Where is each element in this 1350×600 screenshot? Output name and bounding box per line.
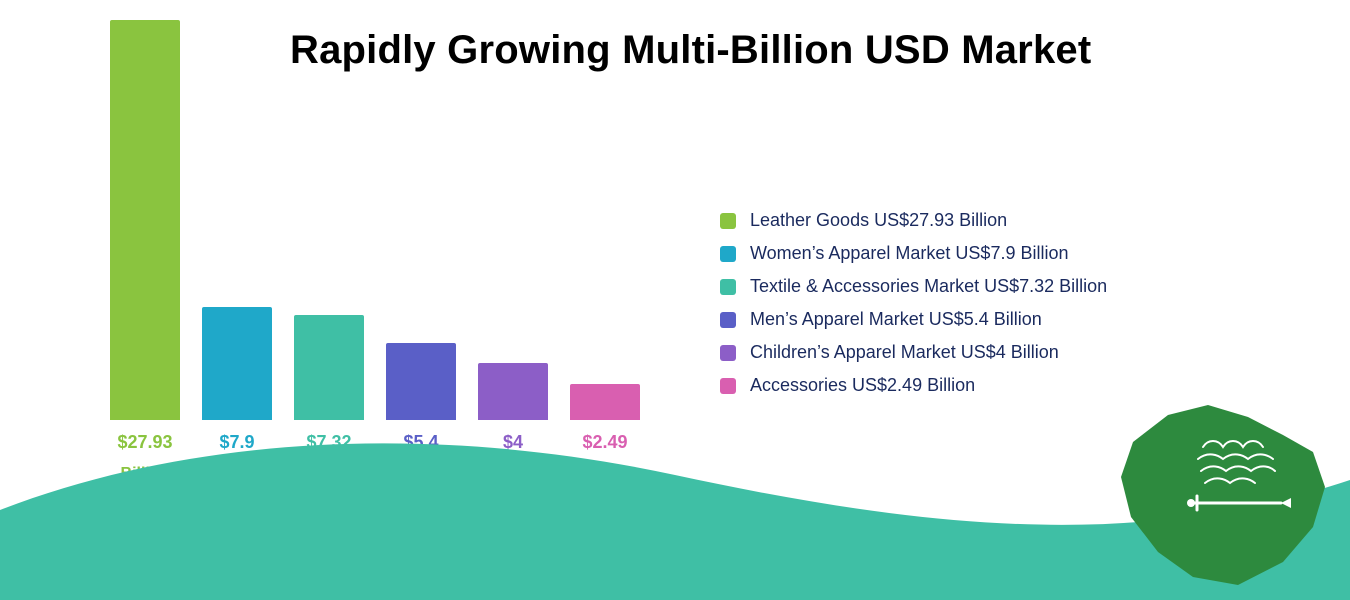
bar-rect — [478, 363, 548, 420]
bar — [570, 384, 640, 420]
bar-value: $4 — [478, 432, 548, 453]
bar-chart-labels: $27.93Billion$7.9Billion$7.32Billion$5.4… — [110, 420, 670, 483]
legend-label: Children’s Apparel Market US$4 Billion — [750, 342, 1059, 363]
bar — [386, 343, 456, 420]
legend-item: Accessories US$2.49 Billion — [720, 375, 1280, 396]
saudi-arabia-map-icon — [1113, 397, 1328, 592]
legend-label: Women’s Apparel Market US$7.9 Billion — [750, 243, 1069, 264]
bar-label: $5.4 Billion — [386, 420, 456, 483]
bar — [294, 315, 364, 420]
bar-value: $7.9 — [202, 432, 272, 453]
bar-unit: Billion — [386, 465, 456, 483]
bar-unit: Billion — [570, 465, 640, 483]
bar-unit: Billion — [478, 465, 548, 483]
legend-label: Accessories US$2.49 Billion — [750, 375, 975, 396]
bar-value: $2.49 — [570, 432, 640, 453]
infographic-canvas: Rapidly Growing Multi-Billion USD Market… — [0, 0, 1350, 600]
bar-label: $4 Billion — [478, 420, 548, 483]
legend-swatch — [720, 345, 736, 361]
bar-value: $5.4 — [386, 432, 456, 453]
chart-legend: Leather Goods US$27.93 Billion Women’s Ap… — [720, 210, 1280, 408]
bar-rect — [202, 307, 272, 420]
legend-label: Textile & Accessories Market US$7.32 Bil… — [750, 276, 1107, 297]
bar — [202, 307, 272, 420]
legend-item: Men’s Apparel Market US$5.4 Billion — [720, 309, 1280, 330]
legend-item: Women’s Apparel Market US$7.9 Billion — [720, 243, 1280, 264]
bar-rect — [386, 343, 456, 420]
legend-swatch — [720, 279, 736, 295]
legend-swatch — [720, 213, 736, 229]
bar-label: $7.9 Billion — [202, 420, 272, 483]
bar-value: $7.32 — [294, 432, 364, 453]
legend-item: Leather Goods US$27.93 Billion — [720, 210, 1280, 231]
bar — [478, 363, 548, 420]
bar-unit: Billion — [110, 465, 180, 483]
bar-rect — [570, 384, 640, 420]
bar-unit: Billion — [294, 465, 364, 483]
bar-rect — [110, 20, 180, 420]
bar-rect — [294, 315, 364, 420]
legend-swatch — [720, 378, 736, 394]
legend-swatch — [720, 312, 736, 328]
bar-chart — [110, 20, 670, 420]
legend-label: Men’s Apparel Market US$5.4 Billion — [750, 309, 1042, 330]
bar-label: $7.32 Billion — [294, 420, 364, 483]
legend-label: Leather Goods US$27.93 Billion — [750, 210, 1007, 231]
bar-value: $27.93 — [110, 432, 180, 453]
legend-item: Textile & Accessories Market US$7.32 Bil… — [720, 276, 1280, 297]
legend-item: Children’s Apparel Market US$4 Billion — [720, 342, 1280, 363]
bar-label: $2.49 Billion — [570, 420, 640, 483]
bar-label: $27.93 Billion — [110, 420, 180, 483]
bar — [110, 20, 180, 420]
legend-swatch — [720, 246, 736, 262]
bar-unit: Billion — [202, 465, 272, 483]
